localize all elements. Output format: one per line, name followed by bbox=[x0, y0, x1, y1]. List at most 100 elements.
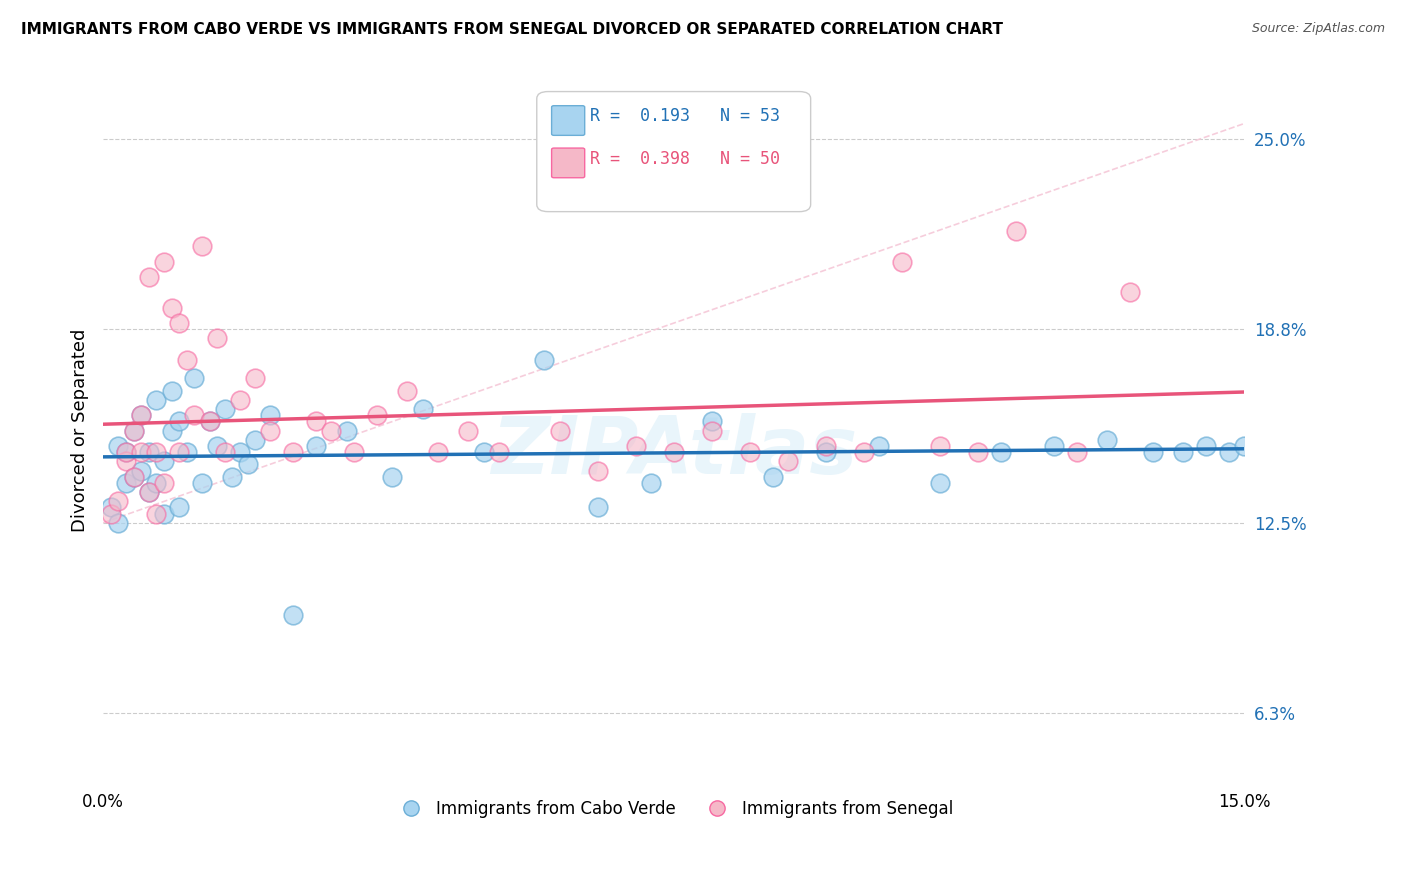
Point bbox=[129, 445, 152, 459]
Point bbox=[167, 500, 190, 515]
Point bbox=[107, 439, 129, 453]
Point bbox=[122, 424, 145, 438]
Point bbox=[191, 239, 214, 253]
Point bbox=[1173, 445, 1195, 459]
Point bbox=[115, 445, 138, 459]
Point bbox=[852, 445, 875, 459]
Point bbox=[472, 445, 495, 459]
Point bbox=[245, 433, 267, 447]
Point bbox=[138, 270, 160, 285]
Point bbox=[967, 445, 990, 459]
Point bbox=[762, 469, 785, 483]
Point bbox=[153, 475, 176, 490]
Point bbox=[183, 409, 205, 423]
Point bbox=[129, 463, 152, 477]
Point bbox=[990, 445, 1012, 459]
Point bbox=[115, 475, 138, 490]
Point bbox=[107, 516, 129, 530]
Point bbox=[426, 445, 449, 459]
Point bbox=[1195, 439, 1218, 453]
Point bbox=[176, 353, 198, 368]
FancyBboxPatch shape bbox=[551, 148, 585, 178]
Point bbox=[1066, 445, 1088, 459]
Point bbox=[366, 409, 388, 423]
Point bbox=[1119, 285, 1142, 300]
Point bbox=[640, 475, 662, 490]
Point bbox=[548, 424, 571, 438]
Point bbox=[283, 607, 305, 622]
Point bbox=[100, 507, 122, 521]
Point bbox=[198, 414, 221, 428]
FancyBboxPatch shape bbox=[551, 105, 585, 136]
Text: R =  0.398   N = 50: R = 0.398 N = 50 bbox=[591, 150, 780, 168]
Y-axis label: Divorced or Separated: Divorced or Separated bbox=[72, 329, 89, 533]
Point bbox=[138, 445, 160, 459]
Point bbox=[183, 371, 205, 385]
FancyBboxPatch shape bbox=[537, 92, 811, 211]
Point bbox=[335, 424, 357, 438]
Point bbox=[700, 424, 723, 438]
Point bbox=[586, 500, 609, 515]
Point bbox=[191, 475, 214, 490]
Point bbox=[814, 445, 837, 459]
Point bbox=[115, 445, 138, 459]
Point bbox=[214, 445, 236, 459]
Point bbox=[305, 439, 328, 453]
Point bbox=[259, 409, 281, 423]
Point bbox=[488, 445, 510, 459]
Point bbox=[624, 439, 647, 453]
Point bbox=[1218, 445, 1240, 459]
Point bbox=[662, 445, 685, 459]
Point bbox=[396, 384, 419, 398]
Point bbox=[245, 371, 267, 385]
Point bbox=[138, 485, 160, 500]
Point bbox=[160, 384, 183, 398]
Point bbox=[167, 316, 190, 330]
Text: Source: ZipAtlas.com: Source: ZipAtlas.com bbox=[1251, 22, 1385, 36]
Point bbox=[259, 424, 281, 438]
Point bbox=[221, 469, 243, 483]
Point bbox=[153, 254, 176, 268]
Point bbox=[1142, 445, 1164, 459]
Point bbox=[107, 494, 129, 508]
Point bbox=[305, 414, 328, 428]
Point bbox=[207, 331, 229, 345]
Point bbox=[153, 507, 176, 521]
Point bbox=[1097, 433, 1119, 447]
Point bbox=[236, 458, 259, 472]
Point bbox=[343, 445, 366, 459]
Point bbox=[533, 353, 555, 368]
Point bbox=[890, 254, 912, 268]
Point bbox=[457, 424, 479, 438]
Point bbox=[160, 424, 183, 438]
Point bbox=[122, 469, 145, 483]
Legend: Immigrants from Cabo Verde, Immigrants from Senegal: Immigrants from Cabo Verde, Immigrants f… bbox=[388, 794, 960, 825]
Point bbox=[176, 445, 198, 459]
Point bbox=[122, 424, 145, 438]
Point bbox=[229, 445, 252, 459]
Text: R =  0.193   N = 53: R = 0.193 N = 53 bbox=[591, 107, 780, 125]
Point bbox=[1233, 439, 1256, 453]
Point bbox=[115, 454, 138, 468]
Point bbox=[122, 469, 145, 483]
Point bbox=[145, 507, 167, 521]
Point bbox=[153, 454, 176, 468]
Point bbox=[145, 392, 167, 407]
Point bbox=[1043, 439, 1066, 453]
Point bbox=[868, 439, 890, 453]
Point bbox=[138, 485, 160, 500]
Point bbox=[738, 445, 761, 459]
Point bbox=[167, 445, 190, 459]
Point bbox=[814, 439, 837, 453]
Point bbox=[214, 402, 236, 417]
Point bbox=[929, 439, 952, 453]
Point bbox=[198, 414, 221, 428]
Point bbox=[145, 445, 167, 459]
Point bbox=[160, 301, 183, 315]
Point bbox=[1005, 224, 1028, 238]
Point bbox=[129, 409, 152, 423]
Text: ZIPAtlas: ZIPAtlas bbox=[491, 413, 856, 491]
Point bbox=[129, 409, 152, 423]
Point bbox=[207, 439, 229, 453]
Point bbox=[700, 414, 723, 428]
